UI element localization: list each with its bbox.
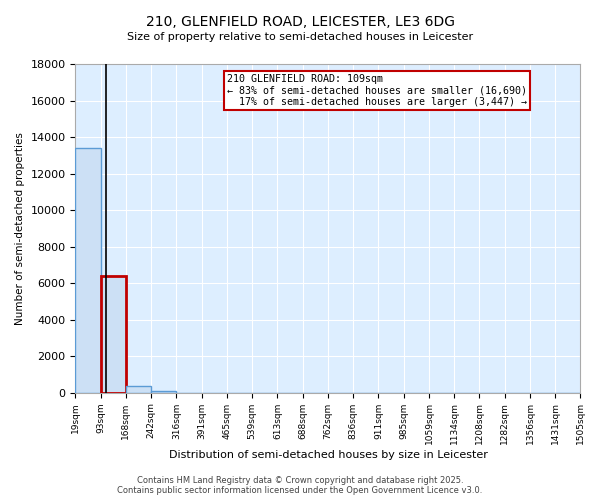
Bar [101, 276, 126, 392]
Text: 210 GLENFIELD ROAD: 109sqm
← 83% of semi-detached houses are smaller (16,690)
  : 210 GLENFIELD ROAD: 109sqm ← 83% of semi… [227, 74, 527, 107]
Text: 210, GLENFIELD ROAD, LEICESTER, LE3 6DG: 210, GLENFIELD ROAD, LEICESTER, LE3 6DG [146, 15, 455, 29]
Text: Contains HM Land Registry data © Crown copyright and database right 2025.
Contai: Contains HM Land Registry data © Crown c… [118, 476, 482, 495]
Bar [151, 391, 176, 392]
Text: Size of property relative to semi-detached houses in Leicester: Size of property relative to semi-detach… [127, 32, 473, 42]
Bar [76, 148, 101, 392]
Y-axis label: Number of semi-detached properties: Number of semi-detached properties [15, 132, 25, 324]
Bar [126, 386, 151, 392]
X-axis label: Distribution of semi-detached houses by size in Leicester: Distribution of semi-detached houses by … [169, 450, 487, 460]
